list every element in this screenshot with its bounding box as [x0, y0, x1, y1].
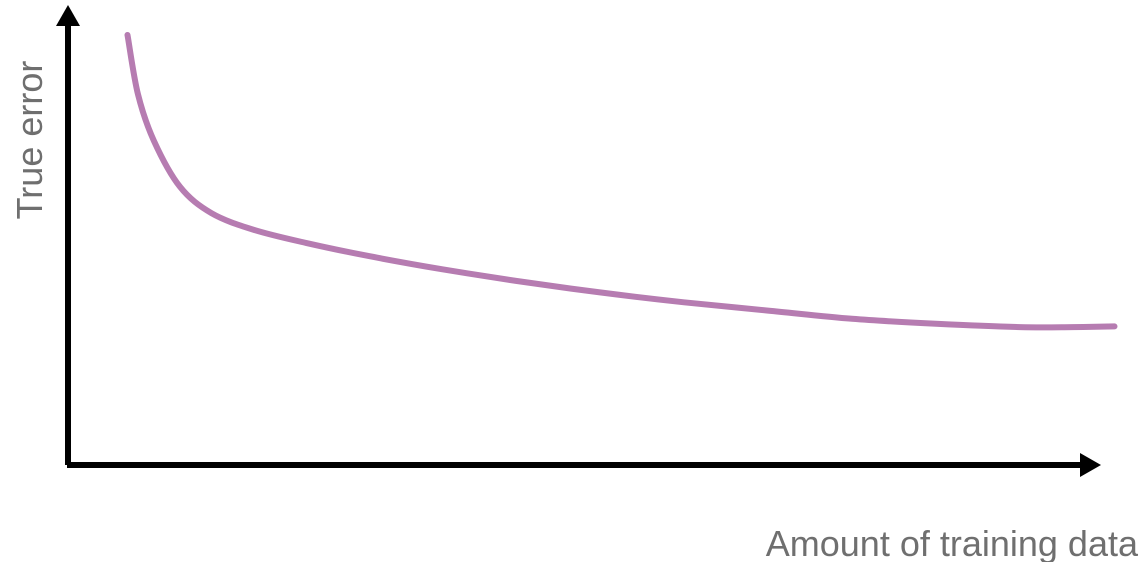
x-axis-arrowhead [1080, 453, 1101, 477]
axes [56, 5, 1101, 477]
series-layer [124, 32, 1118, 331]
y-axis-arrowhead [56, 5, 80, 26]
y-axis-label: True error [9, 61, 50, 220]
x-axis-label: Amount of training data [766, 523, 1139, 562]
series-line-0 [124, 32, 1118, 331]
